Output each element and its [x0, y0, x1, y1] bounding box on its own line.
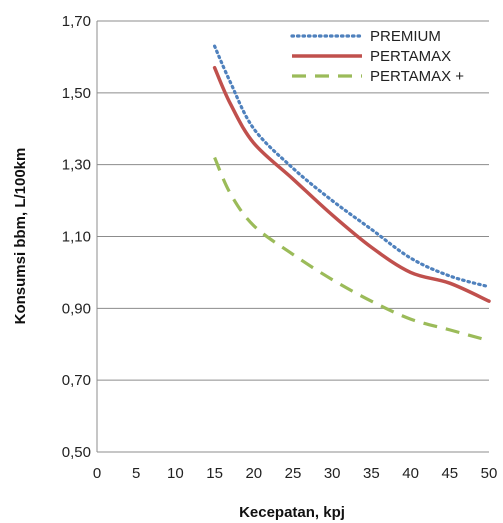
y-tick-label: 1,50 [62, 85, 91, 102]
x-tick-label: 30 [324, 465, 341, 482]
y-tick-label: 1,30 [62, 157, 91, 174]
x-tick-label: 40 [402, 465, 419, 482]
x-tick-label: 5 [132, 465, 140, 482]
y-tick-label: 0,50 [62, 444, 91, 461]
series-line-pertamax [213, 156, 490, 343]
legend-label: PERTAMAX + [370, 68, 464, 85]
series-line-premium [213, 44, 491, 289]
x-tick-label: 25 [285, 465, 302, 482]
axes [96, 21, 489, 453]
x-tick-label: 10 [167, 465, 184, 482]
x-axis-title: Kecepatan, kpj [239, 504, 345, 521]
gridlines [97, 20, 489, 381]
x-tick-label: 15 [206, 465, 223, 482]
x-tick-label: 50 [481, 465, 498, 482]
legend-label: PREMIUM [370, 28, 441, 45]
y-axis-title: Konsumsi bbm, L/100km [12, 148, 29, 325]
x-tick-label: 35 [363, 465, 380, 482]
y-tick-label: 1,70 [62, 13, 91, 30]
series-line-pertamax [212, 65, 491, 303]
x-tick-labels: 0 5 10 15 20 25 30 35 40 45 50 [93, 465, 498, 482]
y-tick-label: 0,70 [62, 372, 91, 389]
legend: PREMIUM PERTAMAX PERTAMAX + [290, 28, 464, 85]
legend-label: PERTAMAX [370, 48, 451, 65]
series-lines [212, 44, 491, 343]
x-tick-label: 45 [441, 465, 458, 482]
y-tick-label: 1,10 [62, 229, 91, 246]
y-tick-labels: 0,50 0,70 0,90 1,10 1,30 1,50 1,70 [62, 13, 91, 461]
x-tick-label: 20 [245, 465, 262, 482]
y-tick-label: 0,90 [62, 300, 91, 317]
x-tick-label: 0 [93, 465, 101, 482]
